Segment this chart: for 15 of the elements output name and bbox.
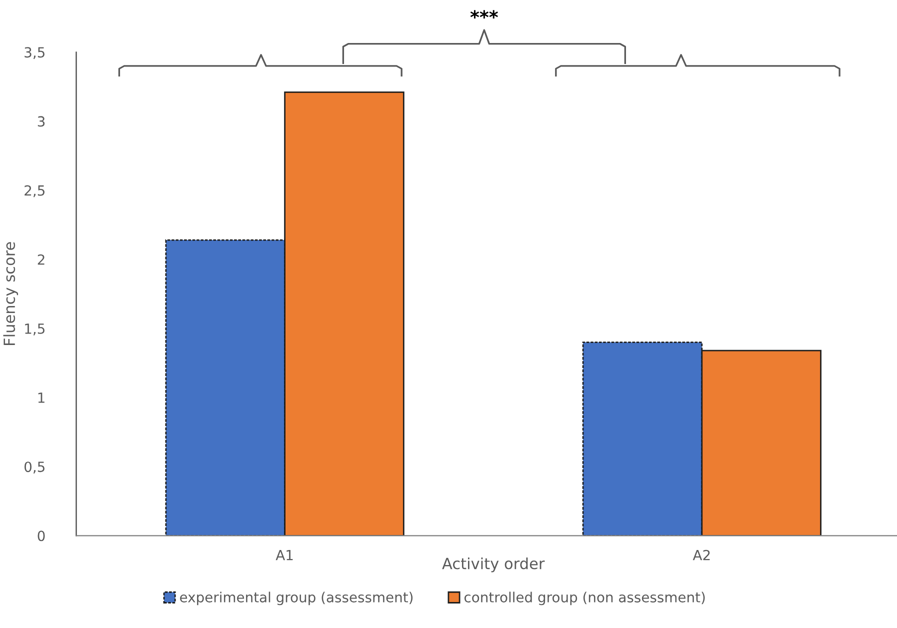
legend-label: experimental group (assessment) [180,592,413,606]
y-tick-label: 1 [38,392,44,403]
x-tick-label: A1 [276,550,293,560]
y-tick-label: 2 [38,254,44,265]
y-axis-title: Fluency score [3,242,18,345]
x-tick-label: A2 [692,550,710,560]
x-axis-title: Activity order [442,557,545,572]
y-tick-label: 0,5 [24,462,44,474]
y-tick-label: 2,5 [24,185,44,198]
text: *** [470,10,498,18]
y-tick-label: 3 [38,116,45,127]
legend-label: controlled group (non assessment) [464,592,705,606]
y-tick-label: 0 [38,530,45,542]
y-tick-label: 1,5 [25,324,44,336]
y-tick-label: 3,5 [24,47,44,60]
